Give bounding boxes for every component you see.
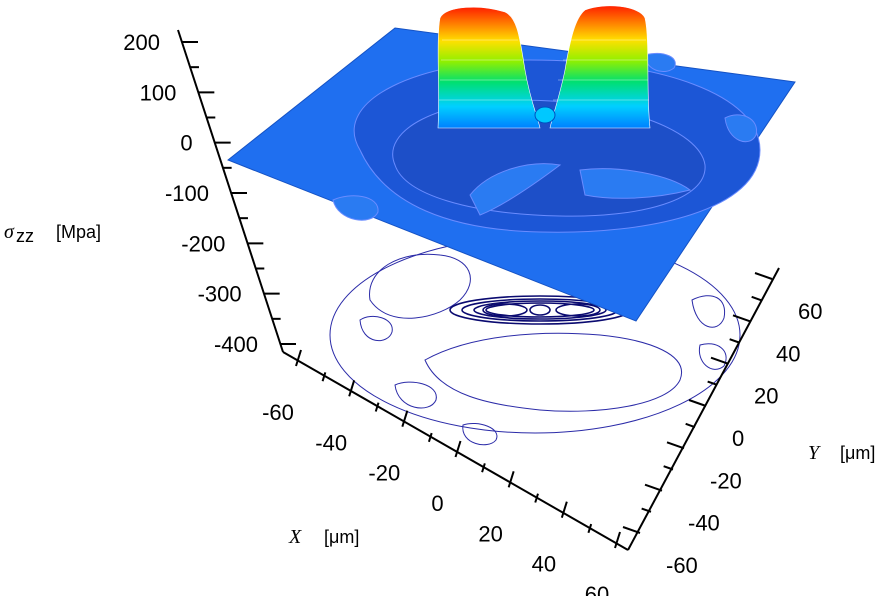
x-axis-tick-label: -40 xyxy=(315,430,347,455)
z-axis-unit: [Mpa] xyxy=(56,222,101,242)
y-axis-tick-mark xyxy=(732,314,751,323)
z-axis-tick-label: -400 xyxy=(214,332,258,357)
x-axis-ticks: -60 -40 -20 0 20 40 60 xyxy=(262,349,621,596)
axes xyxy=(177,29,780,551)
z-axis-tick-label: 200 xyxy=(123,30,160,55)
z-axis-tick-label: -300 xyxy=(198,282,242,307)
y-axis-tick-mark xyxy=(754,272,773,280)
peak-saddle xyxy=(534,106,556,124)
z-axis-tick-label: -200 xyxy=(181,231,225,256)
x-axis-tick-label: 0 xyxy=(431,491,443,516)
y-axis-tick-label: -60 xyxy=(666,553,698,578)
x-axis-tick-mark xyxy=(454,440,462,458)
x-axis-tick-mark xyxy=(374,402,380,412)
y-axis-tick-label: 0 xyxy=(732,426,744,451)
y-axis-tick-label: 40 xyxy=(776,341,800,366)
x-axis-tick-mark xyxy=(427,432,433,443)
z-axis-subscript: zz xyxy=(16,226,34,246)
y-axis-tick-mark xyxy=(666,441,685,450)
y-axis-tick-mark xyxy=(685,422,696,429)
y-axis-tick-label: -40 xyxy=(688,511,720,536)
y-axis-tick-mark xyxy=(688,399,707,407)
y-axis-tick-mark xyxy=(644,483,663,492)
surface-patch-4 xyxy=(724,114,757,143)
z-axis-ticks: 200 100 0 -100 -200 -300 -400 xyxy=(123,30,296,357)
y-axis-tick-mark xyxy=(751,295,762,302)
z-axis-label: σ zz [Mpa] xyxy=(4,221,101,246)
floor-contour-left-lobe xyxy=(369,253,471,319)
peak-bands xyxy=(439,39,649,101)
y-axis-unit: [μm] xyxy=(840,443,875,463)
x-axis-tick-mark xyxy=(401,410,409,427)
y-axis-tick-mark xyxy=(729,338,740,344)
z-axis-tick-label: -100 xyxy=(165,181,209,206)
floor-contour-blob-1 xyxy=(359,316,393,342)
x-axis-unit: [μm] xyxy=(324,527,359,547)
surface-patch-5 xyxy=(644,53,676,72)
x-axis-symbol: X xyxy=(288,526,302,548)
x-axis-tick-mark xyxy=(507,471,515,488)
y-axis-tick-mark xyxy=(710,356,729,365)
x-axis-line xyxy=(282,351,629,551)
x-axis-tick-label: 60 xyxy=(585,582,609,596)
x-axis-tick-label: 20 xyxy=(478,521,502,546)
surface-patch-2 xyxy=(579,168,692,199)
x-axis-tick-mark xyxy=(321,372,327,382)
floor-contour-region xyxy=(424,332,683,412)
peak-left xyxy=(437,6,541,129)
x-axis-tick-mark xyxy=(295,349,302,367)
y-axis-tick-mark xyxy=(663,465,674,471)
floor-contour-blob-2 xyxy=(394,381,437,409)
z-axis-line xyxy=(177,29,284,353)
surface-patch-1 xyxy=(469,163,562,216)
y-axis-tick-mark xyxy=(622,526,641,534)
surface xyxy=(227,5,796,322)
floor-contour-right-blob-2 xyxy=(698,343,727,370)
floor-contour-right-blob xyxy=(691,295,726,328)
y-axis-ticks: 60 40 20 0 -20 -40 -60 xyxy=(622,272,822,578)
x-axis-tick-mark xyxy=(481,463,486,473)
x-axis-tick-label: -20 xyxy=(368,461,400,486)
peaks xyxy=(437,5,651,129)
z-axis-symbol: σ xyxy=(4,221,15,243)
y-axis-label: Y [μm] xyxy=(808,442,875,464)
y-axis-tick-mark xyxy=(707,380,718,386)
x-axis-tick-label: -60 xyxy=(262,400,294,425)
z-axis-tick-label: 0 xyxy=(180,131,192,156)
x-axis-tick-mark xyxy=(534,493,539,503)
x-axis-tick-mark xyxy=(348,380,356,397)
x-axis-tick-mark xyxy=(587,523,593,534)
y-axis-symbol: Y xyxy=(808,442,821,464)
x-axis-tick-label: 40 xyxy=(532,552,556,577)
y-axis-tick-label: 60 xyxy=(798,299,822,324)
x-axis-label: X [μm] xyxy=(288,526,359,548)
x-axis-tick-mark xyxy=(560,501,568,518)
y-axis-tick-label: 20 xyxy=(754,384,778,409)
y-axis-tick-label: -20 xyxy=(710,468,742,493)
peak-right xyxy=(549,5,651,129)
y-axis-line xyxy=(627,267,780,551)
y-axis-tick-mark xyxy=(641,507,652,513)
surface-patch-3 xyxy=(332,195,379,221)
z-axis-tick-label: 100 xyxy=(140,80,177,105)
x-axis-tick-mark xyxy=(614,531,621,549)
floor-contour-blob-3 xyxy=(462,423,498,446)
